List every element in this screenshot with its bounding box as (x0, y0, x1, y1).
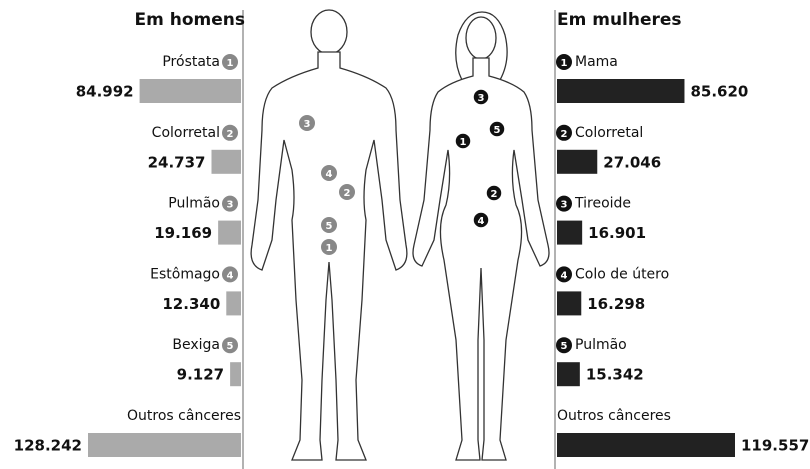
rank-badge (556, 124, 572, 141)
bar (226, 291, 241, 316)
marker-number: 4 (478, 216, 485, 227)
bar (211, 149, 241, 174)
bar (557, 149, 598, 174)
rank-badge (556, 266, 572, 283)
body-marker: 1 (321, 239, 337, 255)
body-marker: 3 (299, 115, 315, 131)
rank-badge (222, 195, 238, 212)
category-label: Próstata (162, 54, 220, 70)
rank-badge (556, 195, 572, 212)
category-label: Estômago (150, 266, 220, 282)
rank-badge (222, 266, 238, 283)
value-label: 19.169 (154, 224, 212, 242)
rank-number: 5 (561, 341, 568, 352)
value-label: 24.737 (148, 153, 206, 171)
value-label: 128.242 (14, 437, 82, 455)
marker-number: 5 (326, 221, 333, 232)
rank-number: 3 (227, 200, 234, 211)
category-label: Colorretal (152, 125, 220, 141)
rank-number: 3 (561, 200, 568, 211)
body-marker: 4 (321, 165, 337, 181)
value-label: 16.901 (588, 224, 646, 242)
rank-badge (556, 337, 572, 354)
value-label: 119.557 (741, 437, 809, 455)
marker-number: 1 (460, 137, 467, 148)
rank-number: 5 (227, 341, 234, 352)
rank-number: 2 (227, 129, 234, 140)
female-figure (412, 11, 550, 461)
body-marker: 5 (488, 120, 506, 138)
value-label: 12.340 (162, 295, 220, 313)
value-label: 15.342 (586, 366, 644, 384)
marker-number: 2 (491, 189, 498, 200)
category-label: Tireoide (574, 196, 631, 212)
bar (88, 433, 241, 457)
category-label: Pulmão (168, 196, 220, 212)
category-label: Colorretal (575, 125, 643, 141)
bar (557, 433, 735, 457)
bar (557, 79, 685, 103)
value-label: 84.992 (76, 83, 134, 101)
title-women: Em mulheres (557, 10, 682, 30)
marker-number: 2 (344, 188, 351, 199)
body-marker: 3 (472, 88, 490, 106)
body-marker: 4 (472, 211, 490, 229)
bar (139, 79, 241, 103)
marker-number: 3 (478, 93, 485, 104)
category-label: Colo de útero (575, 266, 669, 282)
bar (557, 220, 583, 245)
body-marker: 2 (339, 184, 355, 200)
value-label: 27.046 (603, 153, 661, 171)
marker-number: 5 (494, 125, 501, 136)
title-men: Em homens (135, 10, 246, 30)
male-figure (250, 9, 408, 461)
rank-number: 1 (227, 58, 234, 69)
marker-number: 4 (326, 169, 333, 180)
category-label: Mama (575, 54, 618, 70)
category-label: Bexiga (172, 337, 220, 353)
rank-badge (222, 124, 238, 141)
marker-number: 3 (304, 119, 311, 130)
category-label: Pulmão (575, 337, 627, 353)
body-marker: 5 (321, 217, 337, 233)
category-label: Outros cânceres (127, 408, 241, 424)
rank-number: 2 (561, 129, 568, 140)
body-marker: 2 (485, 184, 503, 202)
bar (218, 220, 241, 245)
bar (230, 362, 241, 387)
value-label: 85.620 (690, 83, 748, 101)
body-marker: 1 (454, 132, 472, 150)
bar (557, 291, 582, 316)
rank-badge (222, 337, 238, 354)
rank-badge (556, 54, 572, 70)
value-label: 9.127 (177, 366, 224, 384)
marker-number: 1 (326, 243, 333, 254)
category-label: Outros cânceres (557, 408, 671, 424)
rank-badge (222, 54, 238, 70)
rank-number: 4 (227, 270, 234, 281)
value-label: 16.298 (587, 295, 645, 313)
rank-number: 1 (561, 58, 568, 69)
bar (557, 362, 580, 387)
rank-number: 4 (561, 270, 568, 281)
